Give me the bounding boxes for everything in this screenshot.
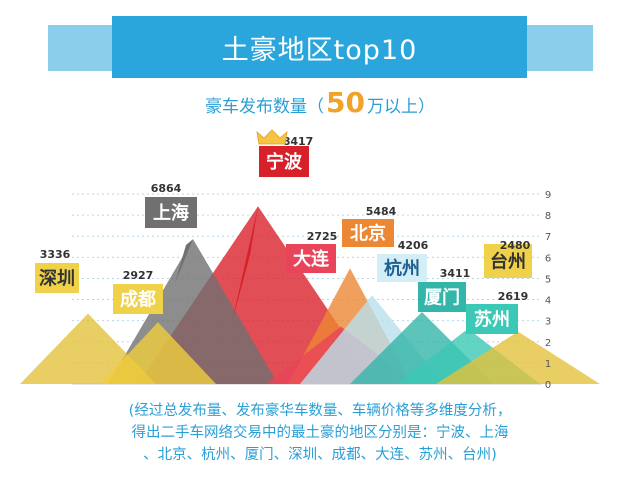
label-box [466, 304, 518, 334]
y-tick-label: 3 [545, 317, 551, 328]
label-box [418, 282, 466, 312]
data-label: 2725 [307, 230, 338, 243]
category-label: 苏州 [474, 308, 510, 330]
crown-icon [256, 129, 288, 145]
category-label: 成都 [120, 288, 156, 310]
title-banner: 土豪地区top10 [112, 16, 527, 78]
label-box [286, 244, 336, 273]
data-label: 6864 [151, 182, 182, 195]
label-box [377, 254, 427, 282]
peak-成都 [100, 322, 216, 384]
label-box [259, 146, 309, 177]
data-label: 2619 [498, 290, 529, 303]
data-label: 4206 [398, 239, 429, 252]
y-tick-label: 2 [545, 338, 551, 349]
y-tick-label: 1 [545, 359, 551, 370]
subtitle-prefix: 豪车发布数量（ [205, 97, 325, 117]
chart-title: 土豪地区top10 [221, 34, 418, 66]
label-box [484, 244, 532, 278]
y-tick-label: 9 [545, 190, 551, 201]
chart-subtitle: 豪车发布数量（50 万以上） [0, 86, 640, 119]
category-label: 杭州 [384, 257, 420, 279]
data-label: 8417 [283, 135, 314, 148]
category-label: 上海 [153, 202, 189, 224]
y-tick-label: 7 [545, 232, 551, 243]
label-box [342, 219, 394, 247]
label-tail [175, 239, 193, 283]
label-box [113, 284, 163, 314]
label-box [145, 197, 197, 228]
category-label: 台州 [490, 250, 526, 272]
data-label: 2927 [123, 269, 154, 282]
footnote: (经过总发布量、发布豪华车数量、车辆价格等多维度分析， 得出二手车网络交易中的最… [60, 400, 580, 466]
footnote-line: (经过总发布量、发布豪华车数量、车辆价格等多维度分析， [128, 403, 512, 419]
data-label: 5484 [366, 205, 397, 218]
subtitle-highlight: 50 [326, 86, 365, 119]
footnote-line: 、北京、杭州、厦门、深圳、成都、大连、苏州、台州) [143, 447, 497, 463]
category-label: 北京 [350, 222, 386, 244]
data-label: 3411 [440, 267, 471, 280]
category-label: 深圳 [39, 267, 75, 289]
y-tick-label: 5 [545, 274, 551, 285]
data-label: 2480 [500, 239, 531, 252]
y-axis: 0 1 2 3 4 5 6 7 8 9 [545, 190, 551, 391]
y-tick-label: 6 [545, 253, 551, 264]
chart-labels: 深圳 3336 成都 2927 上海 6864 宁波 8417 大连 2725 北京 5484 杭州 42… [35, 129, 532, 334]
label-tail [232, 206, 258, 322]
category-label: 厦门 [424, 286, 460, 308]
chart-peaks [20, 206, 600, 384]
y-tick-label: 0 [545, 380, 551, 391]
label-box [35, 263, 79, 293]
subtitle-suffix: 万以上） [366, 97, 435, 117]
data-label: 3336 [40, 248, 71, 261]
y-tick-label: 4 [545, 296, 551, 307]
y-tick-label: 8 [545, 211, 551, 222]
footnote-line: 得出二手车网络交易中的最土豪的地区分别是：宁波、上海 [131, 425, 509, 441]
category-label: 宁波 [266, 151, 303, 173]
peak-台州 [436, 331, 600, 384]
category-label: 大连 [293, 248, 330, 270]
